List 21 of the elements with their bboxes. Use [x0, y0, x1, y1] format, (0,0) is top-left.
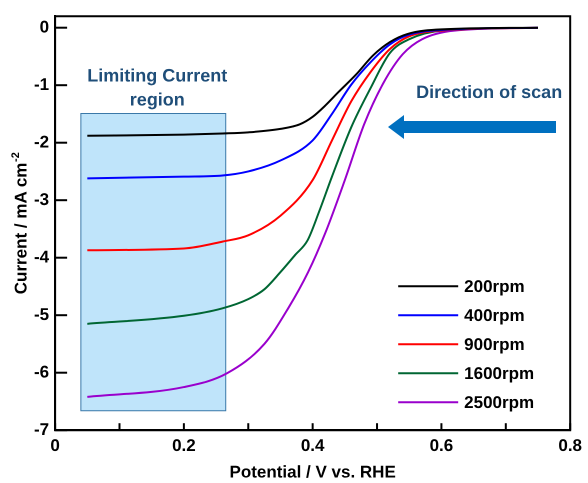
legend-label: 400rpm [464, 306, 525, 325]
y-tick-label: -6 [34, 362, 50, 382]
legend-label: 900rpm [464, 334, 525, 354]
y-tick-label: -3 [34, 190, 50, 209]
x-tick-label: 0.6 [430, 436, 454, 456]
x-tick-label: 0.8 [558, 436, 582, 456]
y-tick-label: -4 [34, 247, 50, 266]
x-tick-label: 0.4 [300, 436, 326, 456]
y-tick-label: -1 [34, 74, 50, 94]
annotation: Direction of scan [416, 82, 562, 102]
y-tick-label: -5 [34, 304, 50, 324]
y-axis-title: Current / mA cm-2 [10, 152, 31, 294]
y-tick-label: 0 [40, 17, 50, 36]
x-tick-label: 0.2 [172, 436, 196, 456]
band-label: Limiting Current region [87, 65, 228, 110]
legend-label: 2500rpm [464, 392, 534, 412]
y-tick-label: -2 [34, 132, 50, 152]
x-axis-title: Potential / V vs. RHE [230, 462, 396, 482]
y-tick-label: -7 [34, 420, 50, 439]
legend-label: 1600rpm [464, 364, 534, 383]
legend-label: 200rpm [464, 276, 525, 296]
